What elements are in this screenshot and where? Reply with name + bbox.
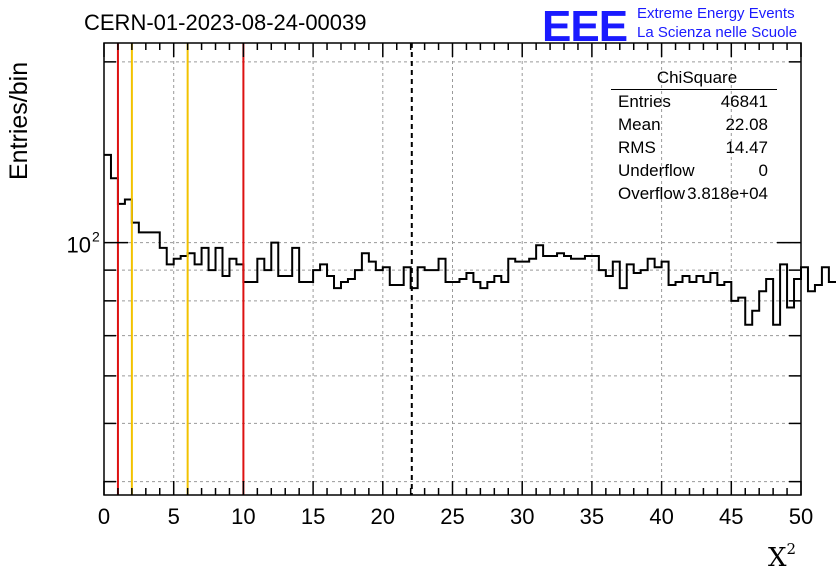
x-tick-label: 15 bbox=[301, 504, 325, 529]
x-tick-label: 25 bbox=[440, 504, 464, 529]
histogram-series bbox=[104, 153, 836, 326]
stats-value: 22.08 bbox=[725, 115, 768, 134]
y-tick-label-exponent: 2 bbox=[92, 229, 100, 245]
x-tick-label: 5 bbox=[168, 504, 180, 529]
stats-row-rms: RMS 14.47 bbox=[611, 136, 777, 159]
stats-value: 0 bbox=[758, 161, 768, 180]
stats-key: Overflow bbox=[618, 184, 686, 203]
stats-value: 14.47 bbox=[725, 138, 768, 157]
run-title: CERN-01-2023-08-24-00039 bbox=[84, 10, 367, 35]
x-tick-label: 35 bbox=[580, 504, 604, 529]
grid bbox=[104, 43, 801, 495]
x-tick-label: 30 bbox=[510, 504, 534, 529]
eee-logo: EEE bbox=[542, 2, 628, 51]
stats-row-underflow: Underflow 0 bbox=[611, 159, 777, 182]
x-tick-label: 50 bbox=[789, 504, 813, 529]
stats-key: Underflow bbox=[618, 161, 695, 180]
histogram-line bbox=[104, 153, 836, 326]
stats-key: Mean bbox=[618, 115, 661, 134]
x-tick-label: 10 bbox=[231, 504, 255, 529]
x-tick-label: 40 bbox=[649, 504, 673, 529]
x-axis-label: X2 bbox=[768, 540, 797, 573]
stats-key: Entries bbox=[618, 92, 671, 111]
x-tick-label: 20 bbox=[371, 504, 395, 529]
stats-row-mean: Mean 22.08 bbox=[611, 113, 777, 136]
x-tick-label: 0 bbox=[98, 504, 110, 529]
stats-row-overflow: Overflow 3.818e+04 bbox=[611, 182, 777, 205]
y-axis-label: Entries/bin bbox=[5, 61, 33, 180]
plot-axes bbox=[103, 42, 802, 496]
logo-tagline-1: Extreme Energy Events bbox=[637, 5, 795, 22]
y-tick-label: 10 bbox=[67, 233, 91, 258]
reference-lines bbox=[116, 43, 413, 495]
logo-tagline-2: La Scienza nelle Scuole bbox=[637, 24, 798, 41]
stats-title: ChiSquare bbox=[611, 66, 777, 90]
stats-value: 3.818e+04 bbox=[687, 184, 768, 203]
x-axis-label-superscript: 2 bbox=[786, 540, 797, 558]
stats-value: 46841 bbox=[720, 92, 768, 111]
stats-key: RMS bbox=[618, 138, 656, 157]
x-tick-label: 45 bbox=[719, 504, 743, 529]
stats-row-entries: Entries 46841 bbox=[611, 90, 777, 113]
stats-box: ChiSquare Entries 46841 Mean 22.08 RMS 14.4… bbox=[611, 66, 777, 205]
